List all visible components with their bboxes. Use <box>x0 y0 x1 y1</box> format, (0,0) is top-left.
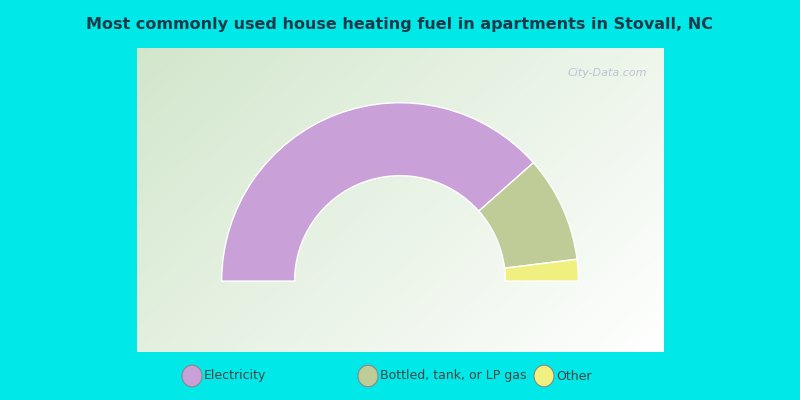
Wedge shape <box>479 163 577 268</box>
Text: Most commonly used house heating fuel in apartments in Stovall, NC: Most commonly used house heating fuel in… <box>86 16 714 32</box>
Ellipse shape <box>182 365 202 387</box>
Text: Other: Other <box>556 370 591 382</box>
Text: Electricity: Electricity <box>204 370 266 382</box>
Ellipse shape <box>534 365 554 387</box>
Wedge shape <box>505 259 578 281</box>
Ellipse shape <box>358 365 378 387</box>
Text: City-Data.com: City-Data.com <box>568 68 647 78</box>
Text: Bottled, tank, or LP gas: Bottled, tank, or LP gas <box>380 370 526 382</box>
Wedge shape <box>222 103 534 281</box>
